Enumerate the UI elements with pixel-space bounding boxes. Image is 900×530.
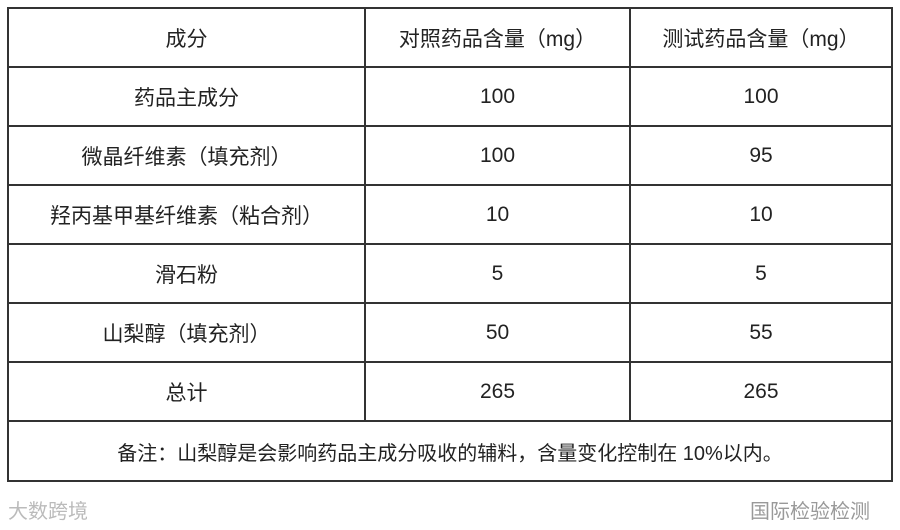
table-cell: 5 xyxy=(629,243,893,304)
header-cell: 测试药品含量（mg） xyxy=(629,7,893,68)
table-cell: 10 xyxy=(364,184,631,245)
watermark-right: 国际检验检测 xyxy=(750,501,870,523)
table-header-row: 成分 对照药品含量（mg） 测试药品含量（mg） xyxy=(7,7,893,68)
table-cell: 100 xyxy=(629,66,893,127)
table-cell: 药品主成分 xyxy=(7,66,366,127)
table-cell: 100 xyxy=(364,125,631,186)
table-row: 微晶纤维素（填充剂） 100 95 xyxy=(7,125,893,186)
header-cell: 成分 xyxy=(7,7,366,68)
table-row-total: 总计 265 265 xyxy=(7,361,893,422)
table-cell: 5 xyxy=(364,243,631,304)
table-cell: 微晶纤维素（填充剂） xyxy=(7,125,366,186)
table-cell: 55 xyxy=(629,302,893,363)
table-cell: 总计 xyxy=(7,361,366,422)
table-row: 药品主成分 100 100 xyxy=(7,66,893,127)
table-row: 羟丙基甲基纤维素（粘合剂） 10 10 xyxy=(7,184,893,245)
table-cell: 50 xyxy=(364,302,631,363)
table-cell: 山梨醇（填充剂） xyxy=(7,302,366,363)
watermark-left: 大数跨境 xyxy=(8,501,88,523)
table-cell: 100 xyxy=(364,66,631,127)
table-cell: 265 xyxy=(629,361,893,422)
table-row: 山梨醇（填充剂） 50 55 xyxy=(7,302,893,363)
table-cell: 滑石粉 xyxy=(7,243,366,304)
table-row: 滑石粉 5 5 xyxy=(7,243,893,304)
table-cell: 羟丙基甲基纤维素（粘合剂） xyxy=(7,184,366,245)
table-cell: 95 xyxy=(629,125,893,186)
table-cell: 265 xyxy=(364,361,631,422)
table-note-row: 备注：山梨醇是会影响药品主成分吸收的辅料，含量变化控制在 10%以内。 xyxy=(7,420,893,482)
ingredient-table: 成分 对照药品含量（mg） 测试药品含量（mg） 药品主成分 100 100 微… xyxy=(7,7,893,482)
table-note: 备注：山梨醇是会影响药品主成分吸收的辅料，含量变化控制在 10%以内。 xyxy=(7,420,893,482)
header-cell: 对照药品含量（mg） xyxy=(364,7,631,68)
table-cell: 10 xyxy=(629,184,893,245)
